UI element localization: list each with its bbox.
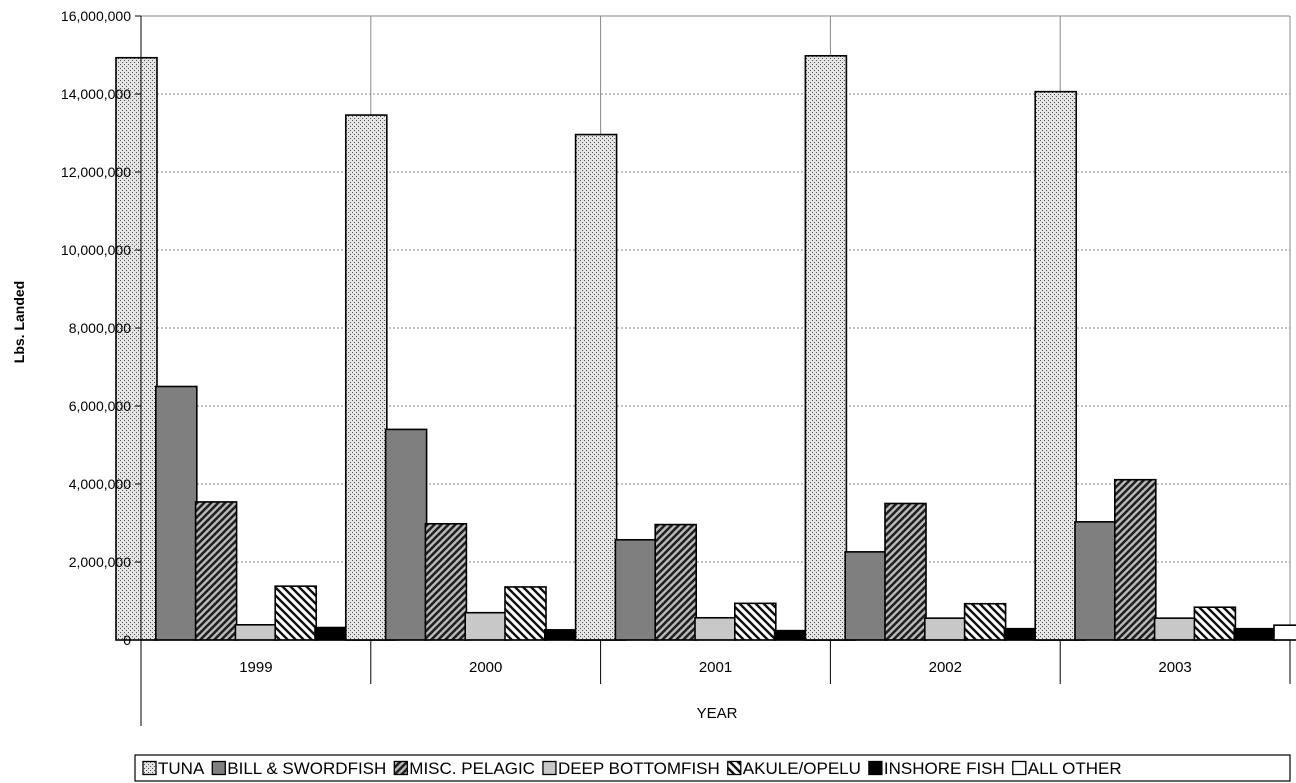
bar-2000-1 [384, 428, 428, 641]
bar-2001-4 [733, 602, 777, 641]
bar-2002-1 [844, 551, 888, 641]
legend-swatch [1012, 760, 1027, 776]
bar-1999-0 [115, 56, 158, 641]
bar-2001-2 [654, 523, 698, 641]
y-tick-label: 12,000,000 [61, 164, 131, 180]
legend-label: BILL & SWORDFISH [227, 759, 386, 778]
bar-2003-6 [1273, 624, 1296, 641]
bar-2000-3 [464, 611, 508, 641]
legend-swatch [727, 760, 742, 776]
bar-2001-3 [694, 616, 737, 641]
x-tick-label: 2003 [1158, 659, 1191, 676]
legend-swatch [393, 760, 408, 776]
bar-2003-3 [1153, 617, 1197, 641]
bar-2001-1 [614, 538, 658, 641]
bar-2003-0 [1034, 90, 1077, 641]
x-tick-label: 1999 [239, 659, 272, 676]
legend-label: INSHORE FISH [884, 759, 1005, 778]
y-tick-label: 2,000,000 [69, 554, 131, 570]
bar-2001-0 [574, 133, 618, 641]
y-tick-label: 10,000,000 [61, 242, 131, 258]
bar-2002-3 [923, 617, 967, 641]
y-tick-label: 14,000,000 [61, 86, 131, 102]
axes: 0 2,000,000 4,000,000 6,000,000 8,000,000 10,… [61, 8, 1291, 726]
legend-box [134, 754, 1291, 782]
legend-swatch [542, 760, 557, 776]
bar-2002-2 [884, 502, 927, 641]
bar-2000-0 [344, 114, 388, 641]
x-tick-label: 2002 [929, 659, 962, 676]
bar-2003-2 [1114, 478, 1157, 641]
bar-2003-5 [1233, 627, 1276, 641]
legend: TUNA BILL & SWORDFISH MISC. PELAGIC DEEP BO… [134, 754, 1291, 782]
y-tick-label: 4,000,000 [69, 476, 131, 492]
bar-1999-1 [155, 385, 198, 641]
bar-1999-2 [194, 501, 238, 641]
bar-1999-3 [234, 623, 278, 641]
x-tick-label: 2000 [469, 659, 502, 676]
y-tick-label: 8,000,000 [69, 320, 131, 336]
legend-label: AKULE/OPELU [743, 759, 861, 778]
legend-label: DEEP BOTTOMFISH [558, 759, 720, 778]
bar-2003-4 [1193, 606, 1237, 641]
y-tick-label: 0 [123, 632, 131, 648]
bar-2002-0 [804, 54, 848, 641]
legend-label: TUNA [158, 759, 205, 778]
x-axis-label: YEAR [697, 705, 738, 722]
y-axis-label: Lbs. Landed [11, 281, 27, 363]
legend-label: MISC. PELAGIC [409, 759, 535, 778]
legend-swatch [142, 760, 157, 776]
bar-2000-4 [504, 586, 547, 641]
legend-swatch [211, 760, 226, 776]
bars [115, 54, 1296, 641]
legend-label: ALL OTHER [1028, 759, 1122, 778]
legend-swatch [868, 760, 883, 776]
bar-2002-4 [963, 602, 1007, 641]
bar-1999-4 [274, 585, 318, 641]
y-tick-label: 16,000,000 [61, 8, 131, 24]
x-tick-label: 2001 [699, 659, 732, 676]
y-tick-label: 6,000,000 [69, 398, 131, 414]
bar-2000-2 [424, 522, 468, 641]
bar-2003-1 [1074, 521, 1117, 641]
